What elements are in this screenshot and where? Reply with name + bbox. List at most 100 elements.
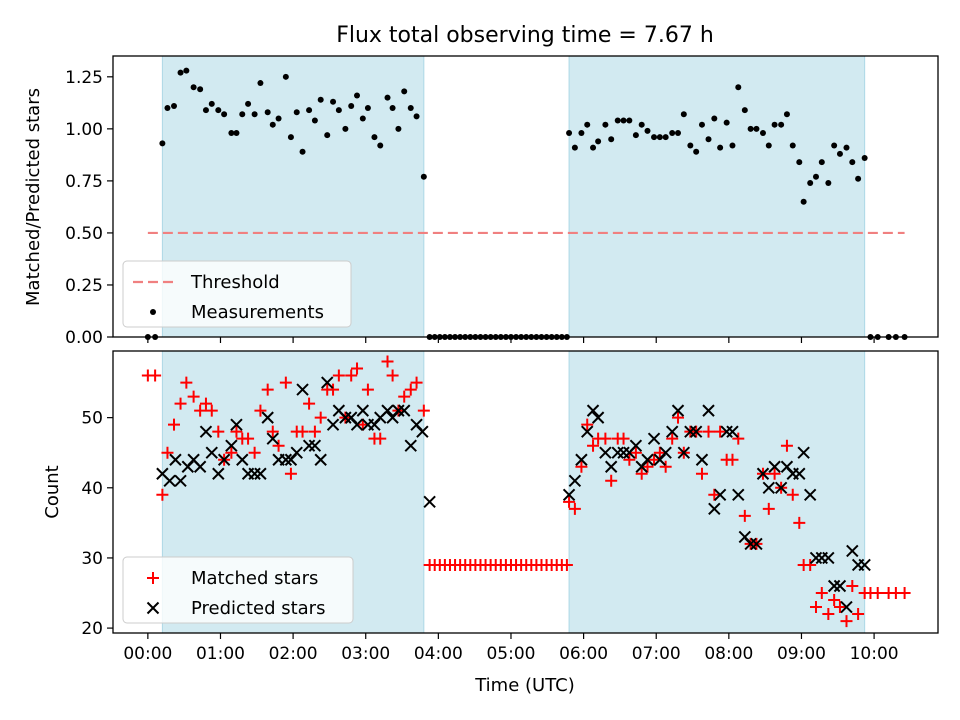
bottom-y-axis-label: Count <box>42 465 63 518</box>
matched-star-point <box>272 439 285 452</box>
matched-star-point <box>381 355 394 368</box>
x-tick-label: 05:00 <box>486 644 535 664</box>
measurement-point <box>723 119 730 126</box>
measurement-point <box>159 140 166 147</box>
matched-star-point <box>708 488 721 501</box>
top-y-tick-label: 1.25 <box>65 68 103 88</box>
matched-star-point <box>560 558 573 571</box>
bottom-y-tick-label: 50 <box>81 409 103 429</box>
measurement-point <box>590 144 597 151</box>
measurement-point <box>759 130 766 137</box>
matched-star-point <box>641 460 654 473</box>
matched-star-point <box>225 446 238 459</box>
predicted-star-point <box>647 432 661 445</box>
predicted-star-point <box>762 481 775 494</box>
top-y-tick-label: 1.00 <box>65 120 103 140</box>
predicted-star-point <box>381 404 394 417</box>
matched-star-point <box>187 390 200 403</box>
measurement-point <box>687 142 694 149</box>
measurement-point <box>395 125 402 132</box>
predicted-star-point <box>689 425 703 438</box>
measurement-point <box>420 173 427 180</box>
measurement-point <box>571 144 578 151</box>
measurement-point <box>861 154 868 161</box>
predicted-star-point <box>581 425 594 438</box>
measurement-point <box>287 134 294 141</box>
matched-star-point <box>398 390 411 403</box>
matched-star-point <box>804 558 817 571</box>
measurement-point <box>789 142 796 149</box>
measurement-point <box>595 138 602 145</box>
measurement-point <box>164 105 171 112</box>
measurement-point <box>335 107 342 114</box>
predicted-star-point <box>356 404 370 417</box>
chart-title: Flux total observing time = 7.67 h <box>336 23 714 48</box>
legend-measurements-swatch <box>150 309 156 315</box>
x-tick-label: 02:00 <box>269 644 318 664</box>
predicted-star-point <box>611 446 624 459</box>
matched-star-point <box>666 432 679 445</box>
predicted-star-point <box>713 488 727 502</box>
predicted-star-point <box>392 404 405 417</box>
predicted-star-point <box>575 453 588 466</box>
measurement-point <box>800 198 807 205</box>
matched-star-point <box>149 369 162 382</box>
matched-star-point <box>828 594 841 607</box>
predicted-star-point <box>774 481 788 494</box>
x-tick-label: 03:00 <box>341 644 390 664</box>
top-legend <box>122 260 352 328</box>
predicted-star-point <box>236 453 249 466</box>
predicted-star-point <box>797 446 810 459</box>
measurement-point <box>306 107 313 114</box>
predicted-star-point <box>822 551 835 565</box>
matched-star-point <box>762 502 775 515</box>
legend-matched-swatch <box>147 572 159 584</box>
measurement-point <box>401 88 408 95</box>
measurement-point <box>711 115 718 122</box>
predicted-star-point <box>591 411 605 424</box>
predicted-star-point <box>793 467 806 480</box>
predicted-star-point <box>684 425 697 438</box>
measurement-point <box>753 125 760 132</box>
matched-star-point <box>659 460 672 473</box>
measurement-point <box>359 115 366 122</box>
measurement-point <box>729 142 736 149</box>
measurement-point <box>293 109 300 116</box>
predicted-star-point <box>720 425 733 438</box>
measurement-point <box>632 132 639 139</box>
measurement-point <box>602 121 609 128</box>
x-tick-label: 00:00 <box>123 644 172 664</box>
top-y-axis-label: Matched/Predicted stars <box>23 88 44 306</box>
measurement-point <box>656 134 663 141</box>
matched-star-point <box>780 439 793 452</box>
measurement-point <box>836 150 843 157</box>
matched-star-point <box>410 376 423 389</box>
measurement-point <box>651 134 658 141</box>
predicted-star-point <box>321 376 334 389</box>
measurement-point <box>638 121 645 128</box>
bottom-legend-label: Predicted stars <box>191 598 325 619</box>
measurement-point <box>275 115 282 122</box>
legend-predicted-swatch <box>146 601 160 615</box>
matched-star-point <box>279 376 292 389</box>
matched-star-point <box>617 432 630 445</box>
measurement-point <box>311 117 318 124</box>
matched-star-point <box>156 488 169 501</box>
x-tick-label: 10:00 <box>850 644 899 664</box>
predicted-star-point <box>279 453 293 466</box>
x-axis-label: Time (UTC) <box>474 675 575 696</box>
measurement-point <box>620 117 627 124</box>
measurement-point <box>202 107 209 114</box>
matched-star-point <box>296 425 309 438</box>
predicted-star-point <box>702 404 715 417</box>
predicted-star-point <box>339 411 352 424</box>
matched-star-point <box>303 397 316 410</box>
matched-star-point <box>404 383 417 396</box>
matched-star-point <box>563 495 576 508</box>
measurement-point <box>354 92 361 99</box>
matched-star-point <box>581 418 594 431</box>
matched-star-point <box>361 383 374 396</box>
top-y-tick-label: 0.50 <box>65 224 103 244</box>
matched-star-point <box>314 411 327 424</box>
measurement-point <box>384 94 391 101</box>
